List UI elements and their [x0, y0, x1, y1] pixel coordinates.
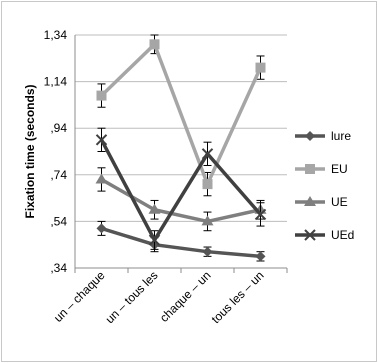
series-eu: [96, 34, 266, 197]
legend-marker: [305, 131, 315, 141]
axes: [74, 35, 288, 273]
marker-stroke: [254, 208, 267, 221]
data-point: [95, 134, 108, 146]
marker-stroke: [304, 229, 316, 241]
data-point: [95, 173, 108, 184]
legend-marker: [304, 196, 316, 206]
series-line: [100, 226, 261, 259]
data-point: [96, 90, 107, 101]
y-tick-label: ,74: [50, 168, 67, 182]
legend-item-ued: UEd: [295, 228, 354, 242]
y-tick-label: ,94: [50, 121, 67, 135]
data-point: [255, 62, 266, 73]
marker-stroke: [201, 148, 214, 160]
data-point: [202, 179, 213, 190]
data-point: [202, 246, 213, 257]
y-axis-title: Fixation time (seconds): [23, 84, 37, 218]
data-point: [148, 234, 161, 246]
data-point: [149, 39, 160, 50]
data-point: [148, 203, 161, 214]
series-lure: [96, 220, 266, 262]
series-ued: [95, 127, 267, 250]
gridlines: [75, 34, 287, 222]
y-tick-label: 1,14: [44, 75, 68, 89]
legend: lure EU UE UEd: [295, 129, 354, 242]
legend-item-eu: EU: [295, 162, 348, 176]
y-tick-label: ,54: [50, 214, 67, 228]
legend-item-ue: UE: [295, 195, 348, 209]
legend-label: UE: [331, 195, 348, 209]
legend-marker: [304, 229, 316, 241]
data-point: [201, 148, 214, 160]
legend-label: UEd: [331, 228, 354, 242]
series-line: [99, 139, 262, 242]
data-point: [254, 208, 267, 221]
legend-marker: [305, 164, 315, 174]
marker-stroke: [95, 134, 108, 146]
data-point: [96, 223, 107, 234]
y-tick-label: ,34: [50, 261, 67, 275]
series-line: [100, 42, 263, 186]
legend-item-lure: lure: [295, 129, 351, 143]
data-point: [201, 215, 214, 226]
marker-stroke: [148, 234, 161, 246]
series-line: [100, 177, 261, 224]
legend-label: lure: [331, 129, 351, 143]
y-tick-label: 1,34: [44, 28, 68, 42]
data-point: [255, 251, 266, 262]
series-layer: [95, 34, 267, 262]
legend-label: EU: [331, 162, 348, 176]
